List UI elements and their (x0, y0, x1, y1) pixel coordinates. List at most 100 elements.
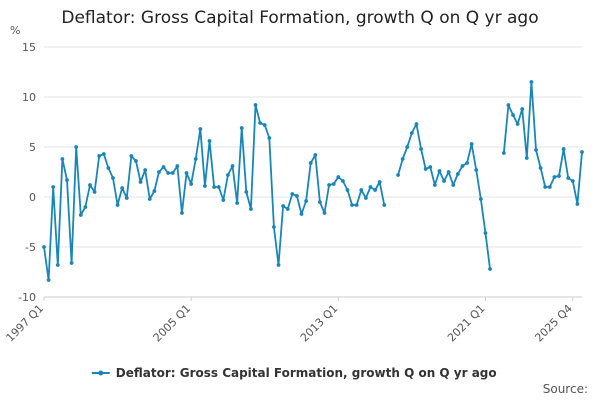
data-point (51, 185, 56, 189)
data-point (570, 179, 575, 183)
x-tick-label: 2021 Q1 (445, 302, 488, 345)
data-point (69, 261, 74, 265)
data-point (60, 157, 65, 161)
data-point (446, 170, 451, 174)
data-point (432, 183, 437, 187)
legend: Deflator: Gross Capital Formation, growt… (91, 366, 497, 380)
data-point (170, 171, 175, 175)
data-point (400, 157, 405, 161)
data-point (157, 170, 161, 174)
data-point (143, 168, 148, 172)
data-point (331, 182, 336, 186)
legend-label: Deflator: Gross Capital Formation, growt… (116, 366, 497, 380)
data-point (134, 159, 138, 163)
data-point (281, 204, 286, 208)
data-point (129, 154, 134, 158)
data-point (506, 103, 511, 107)
data-point (414, 122, 419, 126)
y-tick-label: -5 (25, 241, 36, 254)
data-point (327, 183, 331, 187)
data-point (478, 197, 483, 201)
y-tick-label: -10 (18, 291, 36, 304)
data-point (520, 107, 525, 111)
data-point (212, 185, 217, 189)
data-point (249, 207, 253, 211)
data-point (74, 145, 79, 149)
data-point (336, 175, 341, 179)
data-point (419, 147, 423, 151)
data-point (193, 157, 198, 161)
data-point (226, 173, 230, 177)
data-point (483, 231, 488, 235)
data-point (115, 203, 120, 207)
data-point (515, 122, 520, 126)
data-point (561, 147, 566, 151)
data-point (189, 182, 194, 186)
data-point (299, 212, 304, 216)
data-point (166, 171, 171, 175)
data-point (423, 167, 428, 171)
data-point (304, 199, 309, 203)
data-point (161, 165, 166, 169)
data-point (239, 126, 244, 130)
data-point (221, 198, 226, 202)
data-point (313, 153, 318, 157)
data-point (534, 148, 538, 152)
data-point (88, 183, 92, 187)
data-point (285, 207, 290, 211)
data-point (354, 203, 359, 207)
series (42, 80, 584, 282)
data-point (258, 121, 263, 125)
data-point (350, 203, 354, 207)
chart-title: Deflator: Gross Capital Formation, growt… (61, 8, 539, 28)
gridlines (44, 46, 582, 298)
data-point (276, 263, 281, 267)
data-point (147, 197, 152, 201)
data-point (244, 190, 249, 194)
y-tick-label: 5 (29, 141, 36, 154)
data-point (488, 267, 492, 271)
data-point (308, 161, 313, 165)
data-point (547, 185, 552, 189)
data-point (511, 113, 515, 117)
data-point (78, 213, 83, 217)
data-point (340, 179, 345, 183)
data-point (465, 161, 469, 165)
data-point (235, 201, 240, 205)
data-point (124, 196, 129, 200)
data-point (272, 225, 276, 229)
data-point (184, 171, 189, 175)
data-point (152, 189, 157, 193)
y-tick-label: 15 (22, 41, 36, 54)
data-point (203, 184, 207, 188)
data-point (580, 150, 584, 154)
data-point (543, 185, 548, 189)
data-point (359, 188, 364, 192)
legend-marker (98, 370, 104, 376)
data-point (373, 188, 377, 192)
data-point (65, 178, 69, 182)
data-point (396, 173, 400, 177)
data-point (262, 123, 267, 127)
data-point (55, 263, 60, 267)
data-point (377, 180, 382, 184)
data-point (455, 172, 460, 176)
data-point (557, 174, 561, 178)
data-point (529, 80, 534, 84)
y-tick-label: 10 (22, 91, 36, 104)
data-point (46, 278, 51, 282)
data-point (120, 186, 125, 190)
data-point (207, 139, 212, 143)
data-point (111, 176, 115, 180)
x-tick-label: 2013 Q1 (298, 302, 341, 345)
data-point (230, 164, 235, 168)
data-point (295, 194, 299, 198)
data-point (92, 190, 97, 194)
data-point (345, 188, 350, 192)
data-point (575, 202, 580, 206)
data-point (442, 179, 446, 183)
x-tick-label: 2005 Q1 (151, 302, 194, 345)
data-point (428, 165, 433, 169)
